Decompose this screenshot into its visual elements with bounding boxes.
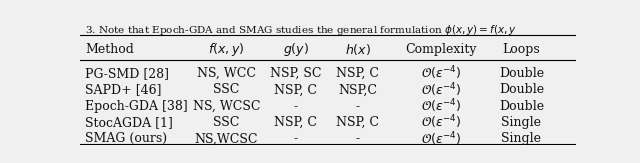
Text: $h(x)$: $h(x)$ <box>345 42 371 57</box>
Text: -: - <box>294 132 298 145</box>
Text: StocAGDA [1]: StocAGDA [1] <box>85 116 173 129</box>
Text: SMAG (ours): SMAG (ours) <box>85 132 167 145</box>
Text: SSC: SSC <box>213 116 239 129</box>
Text: PG-SMD [28]: PG-SMD [28] <box>85 67 169 80</box>
Text: Double: Double <box>499 100 544 113</box>
Text: Single: Single <box>502 116 541 129</box>
Text: SAPD+ [46]: SAPD+ [46] <box>85 83 161 96</box>
Text: $g(y)$: $g(y)$ <box>283 41 308 58</box>
Text: NSP, C: NSP, C <box>275 116 317 129</box>
Text: NSP, C: NSP, C <box>336 67 380 80</box>
Text: -: - <box>356 132 360 145</box>
Text: $\mathcal{O}(\epsilon^{-4})$: $\mathcal{O}(\epsilon^{-4})$ <box>420 114 461 131</box>
Text: $f(x,y)$: $f(x,y)$ <box>208 41 244 58</box>
Text: SSC: SSC <box>213 83 239 96</box>
Text: $\mathcal{O}(\epsilon^{-4})$: $\mathcal{O}(\epsilon^{-4})$ <box>420 97 461 115</box>
Text: Double: Double <box>499 83 544 96</box>
Text: NSP, C: NSP, C <box>336 116 380 129</box>
Text: $\mathcal{O}(\epsilon^{-4})$: $\mathcal{O}(\epsilon^{-4})$ <box>420 130 461 148</box>
Text: Single: Single <box>502 132 541 145</box>
Text: -: - <box>294 100 298 113</box>
Text: NSP, C: NSP, C <box>275 83 317 96</box>
Text: Epoch-GDA [38]: Epoch-GDA [38] <box>85 100 188 113</box>
Text: NS, WCC: NS, WCC <box>197 67 256 80</box>
Text: Double: Double <box>499 67 544 80</box>
Text: Method: Method <box>85 43 134 56</box>
Text: NS,WCSC: NS,WCSC <box>195 132 258 145</box>
Text: Complexity: Complexity <box>405 43 477 56</box>
Text: NS, WCSC: NS, WCSC <box>193 100 260 113</box>
Text: -: - <box>356 100 360 113</box>
Text: Loops: Loops <box>502 43 540 56</box>
Text: 3. Note that Epoch-GDA and SMAG studies the general formulation $\phi(x, y) = f(: 3. Note that Epoch-GDA and SMAG studies … <box>85 23 517 37</box>
Text: NSP, SC: NSP, SC <box>270 67 321 80</box>
Text: NSP,C: NSP,C <box>339 83 377 96</box>
Text: $\mathcal{O}(\epsilon^{-4})$: $\mathcal{O}(\epsilon^{-4})$ <box>420 81 461 99</box>
Text: $\mathcal{O}(\epsilon^{-4})$: $\mathcal{O}(\epsilon^{-4})$ <box>420 65 461 82</box>
